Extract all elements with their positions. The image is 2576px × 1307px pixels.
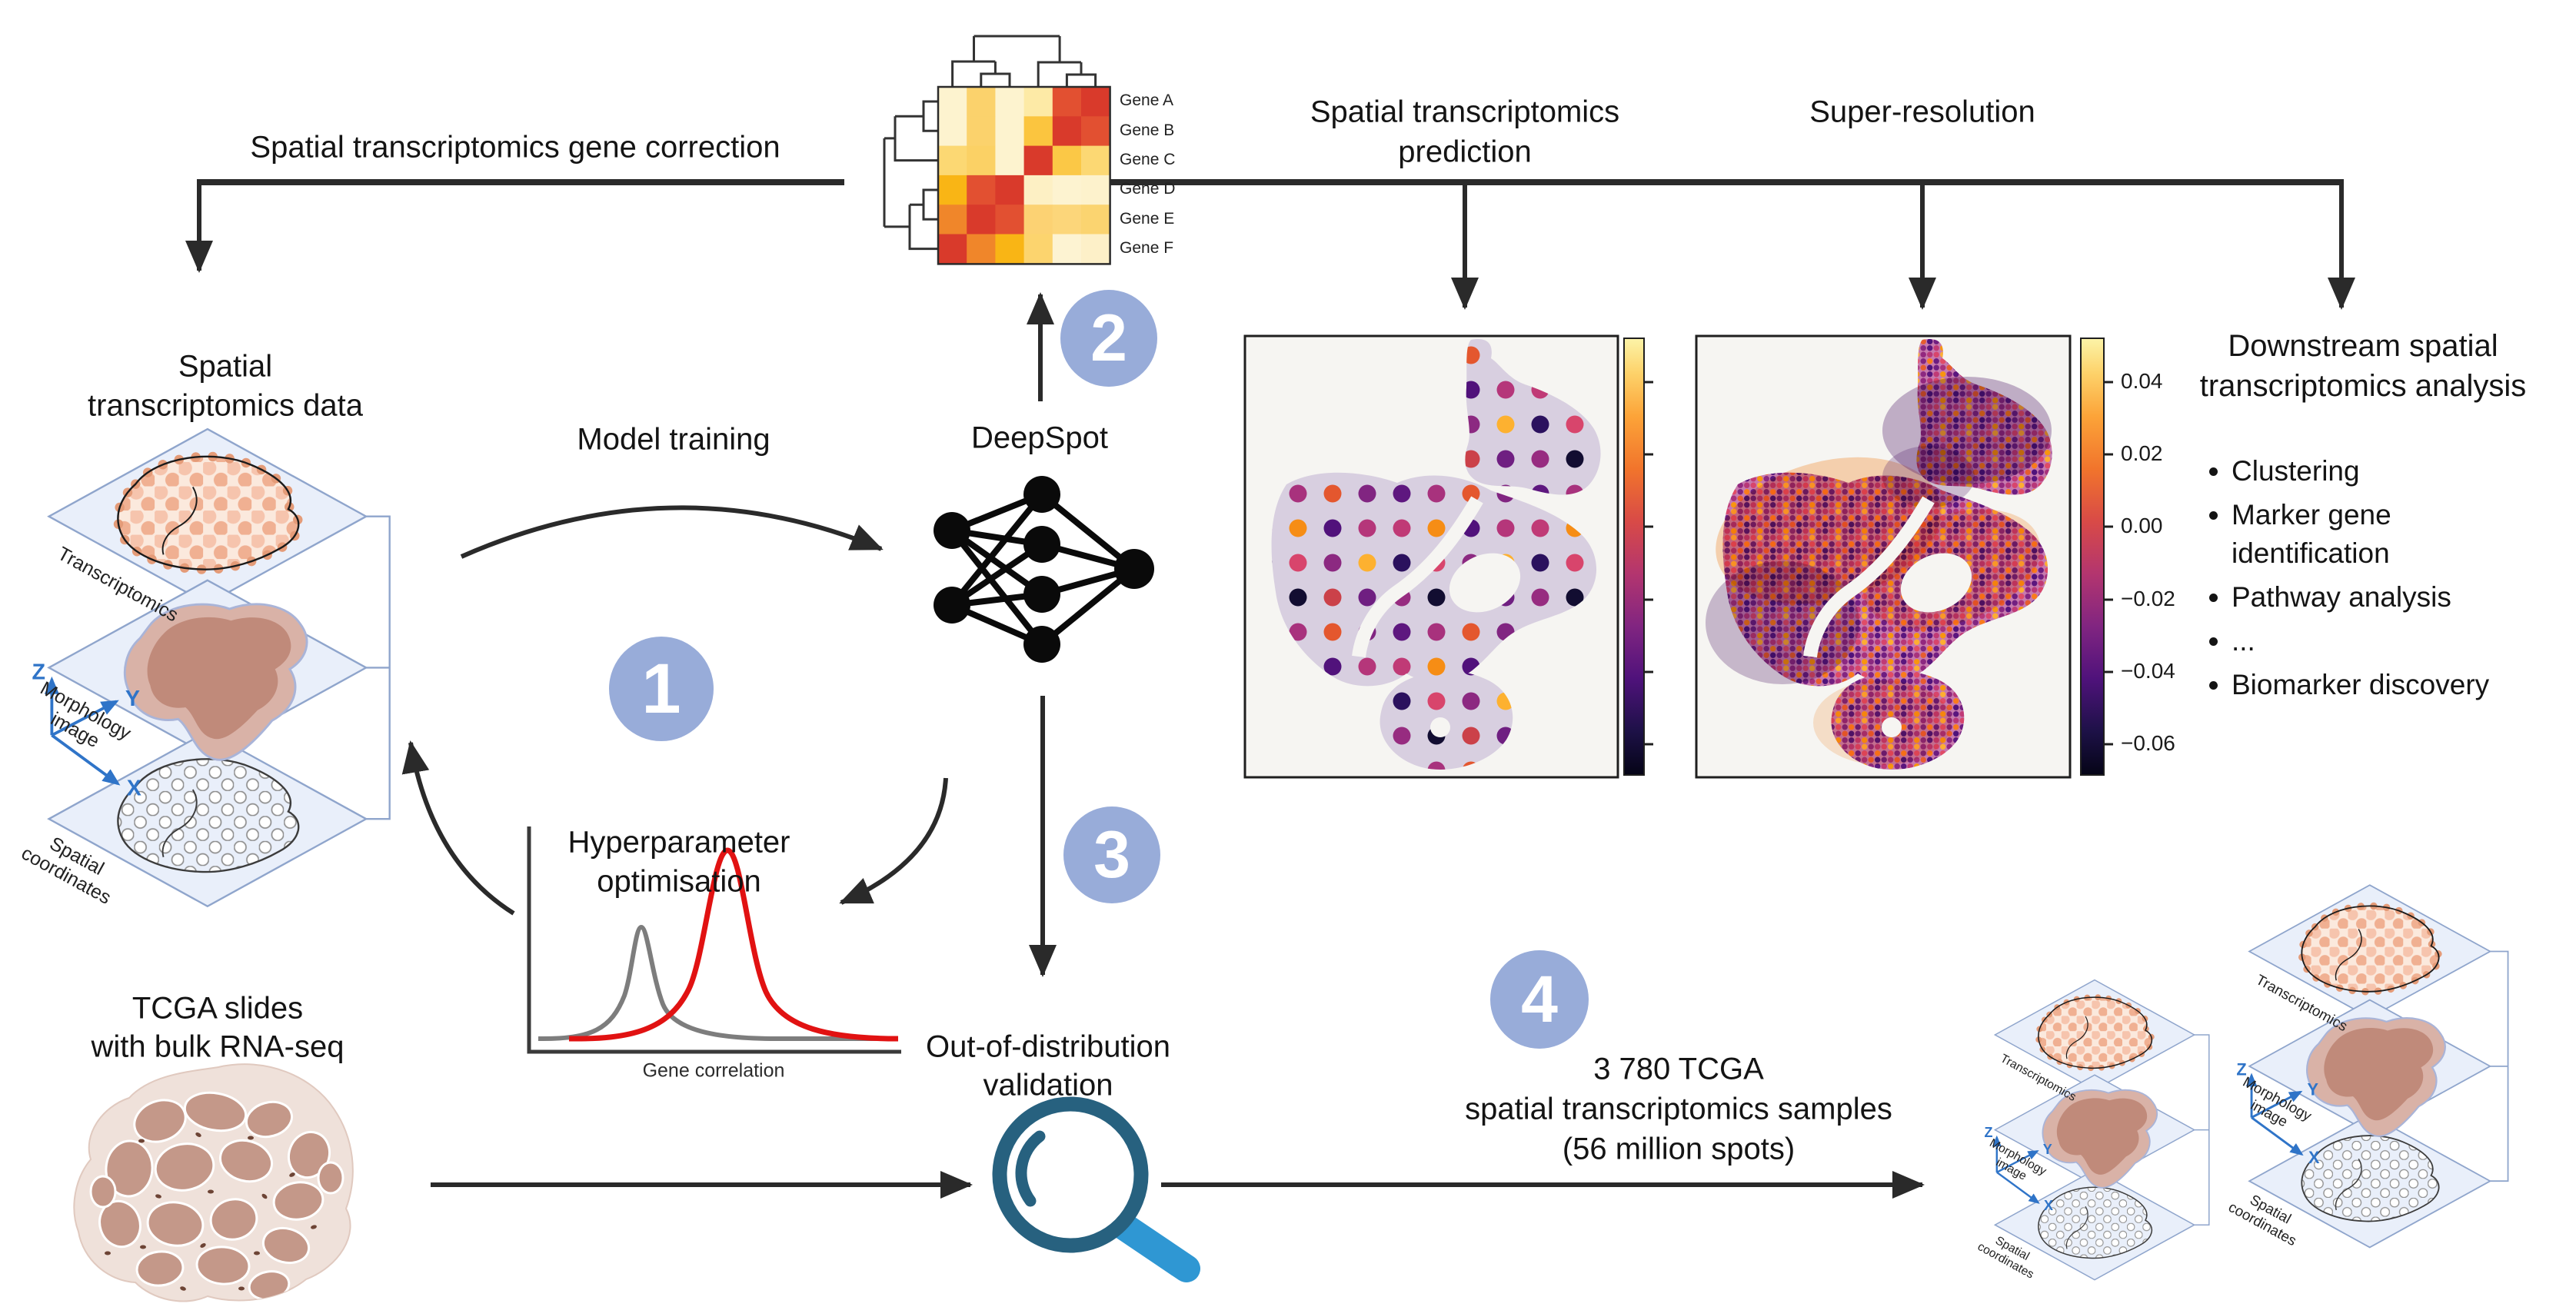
- super-resolution-colorbar-ticks: [2104, 381, 2113, 746]
- step-circle-1: 1: [609, 637, 714, 741]
- prediction-colorbar: [1623, 338, 1645, 776]
- step-circle-4: 4: [1490, 950, 1589, 1049]
- prediction-label-line2: prediction: [1398, 135, 1532, 169]
- gene-label-d: Gene D: [1120, 180, 1176, 198]
- colorbar-tick-2: 0.00: [2121, 514, 2163, 537]
- gene-correlation-axis-label: Gene correlation: [642, 1059, 785, 1082]
- gene-label-b: Gene B: [1120, 121, 1175, 139]
- heatmap-border: [937, 85, 1111, 265]
- neural-network-icon: [934, 476, 1154, 663]
- step-circle-2: 2: [1060, 290, 1157, 387]
- stack-output-small: [1975, 980, 2209, 1282]
- magnifier-highlight: [1015, 1130, 1046, 1207]
- list-item: Marker gene identification: [2232, 496, 2539, 573]
- prediction-plot: [1243, 334, 1653, 779]
- list-item: ...: [2232, 622, 2539, 660]
- hyperparameter-label-line1: Hyperparameter: [567, 825, 790, 860]
- gene-label-f: Gene F: [1120, 239, 1174, 257]
- st-data-label-line2: transcriptomics data: [88, 388, 363, 423]
- heatmap-dendrograms: [883, 35, 1097, 251]
- step-circle-3: 3: [1063, 806, 1160, 903]
- tcga-label-line1: TCGA slides: [131, 991, 304, 1026]
- samples-label-line1: 3 780 TCGA: [1593, 1052, 1764, 1086]
- list-item: Biomarker discovery: [2232, 666, 2539, 704]
- top-connector: [185, 179, 2355, 310]
- gene-heatmap: [883, 35, 1111, 265]
- model-training-label: Model training: [577, 422, 770, 457]
- samples-label-line2: spatial transcriptomics samples: [1465, 1092, 1892, 1126]
- gene-correction-label: Spatial transcriptomics gene correction: [250, 130, 780, 165]
- magnifier-handle: [1109, 1212, 1200, 1282]
- deepspot-label: DeepSpot: [971, 421, 1108, 455]
- samples-label-line3: (56 million spots): [1562, 1132, 1796, 1166]
- ood-label-line1: Out-of-distribution: [926, 1029, 1170, 1064]
- stack-output-large: [2226, 885, 2508, 1249]
- list-item: Clustering: [2232, 452, 2539, 491]
- downstream-title-line1: Downstream spatial: [2228, 329, 2498, 363]
- magnifier-icon: [992, 1096, 1200, 1282]
- tcga-tissue: [73, 1063, 354, 1302]
- downstream-analysis-panel: Downstream spatial transcriptomics analy…: [2175, 326, 2551, 710]
- list-item: Pathway analysis: [2232, 578, 2539, 617]
- prediction-label-line1: Spatial transcriptomics: [1310, 95, 1620, 129]
- tcga-label-line2: with bulk RNA-seq: [91, 1029, 344, 1064]
- center-arrows: [401, 292, 1925, 1199]
- super-resolution-plot: [1695, 334, 2113, 779]
- downstream-title-line2: transcriptomics analysis: [2199, 369, 2527, 403]
- stack-spatial-data: [18, 429, 390, 909]
- ood-label-line2: validation: [983, 1068, 1113, 1102]
- arrow-to-hyperparameter: [839, 777, 948, 905]
- colorbar-tick-3: −0.02: [2121, 587, 2175, 610]
- tissue-specks: [105, 1132, 317, 1291]
- heatmap-cells: [938, 87, 1110, 264]
- colorbar-tick-4: −0.04: [2121, 659, 2175, 683]
- colorbar-tick-5: −0.06: [2121, 731, 2175, 755]
- colorbar-tick-0: 0.04: [2121, 369, 2163, 393]
- gene-label-a: Gene A: [1120, 91, 1174, 109]
- red-distribution-curve: [568, 847, 899, 1042]
- arrow-model-training: [460, 505, 884, 559]
- downstream-list: Clustering Marker gene identification Pa…: [2205, 452, 2539, 704]
- gene-label-c: Gene C: [1120, 151, 1176, 168]
- hyperparameter-plot: [527, 826, 901, 1054]
- colorbar-tick-1: 0.02: [2121, 441, 2163, 465]
- super-resolution-colorbar: [2080, 338, 2105, 776]
- tissue-clusters: [89, 1091, 344, 1301]
- super-resolution-label: Super-resolution: [1809, 95, 2035, 129]
- gray-distribution-curve: [537, 924, 898, 1042]
- arrow-feedback-to-data: [401, 740, 515, 916]
- st-data-label-line1: Spatial: [178, 349, 273, 384]
- gene-label-e: Gene E: [1120, 210, 1175, 228]
- prediction-colorbar-ticks: [1644, 381, 1653, 746]
- hyperparameter-label-line2: optimisation: [597, 864, 761, 899]
